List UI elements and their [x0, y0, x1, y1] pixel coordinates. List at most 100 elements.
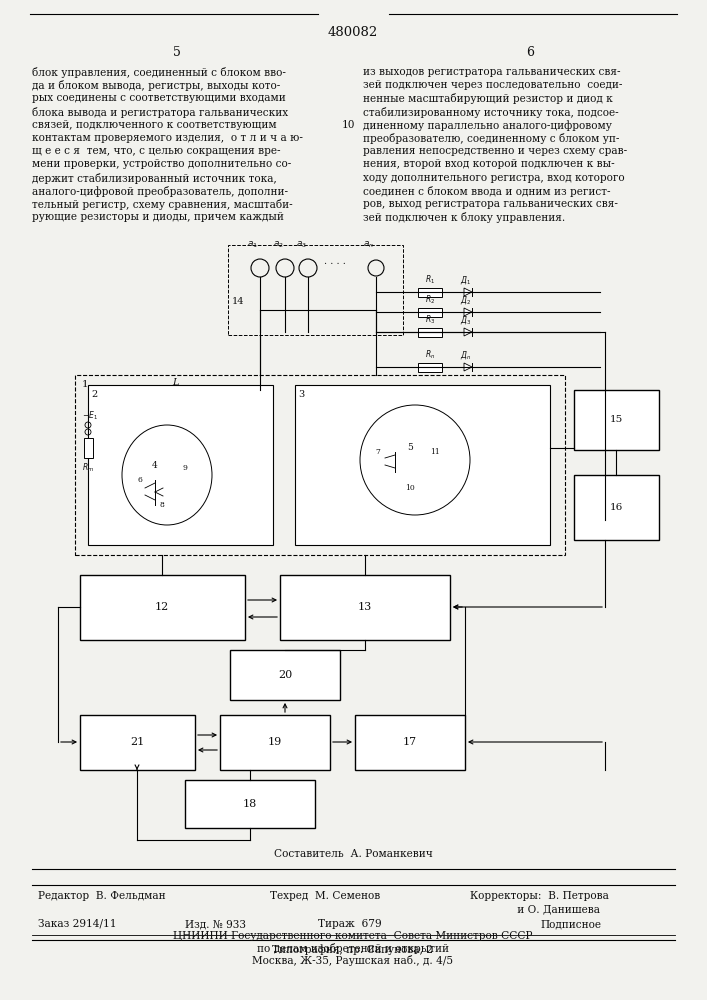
Text: соединен с блоком ввода и одним из регист-: соединен с блоком ввода и одним из регис… [363, 186, 611, 197]
Text: зей подключен к блоку управления.: зей подключен к блоку управления. [363, 212, 566, 223]
Text: 6: 6 [526, 46, 534, 59]
Bar [280, 575, 450, 640]
Bar [295, 385, 550, 545]
Bar [228, 245, 403, 335]
Text: нения, второй вход которой подключен к вы-: нения, второй вход которой подключен к в… [363, 159, 614, 169]
Text: 21: 21 [130, 737, 144, 747]
Text: 8: 8 [160, 501, 165, 509]
Text: Заказ 2914/11: Заказ 2914/11 [38, 919, 117, 929]
Bar [574, 390, 659, 450]
Polygon shape [464, 328, 472, 336]
Text: ходу дополнительного регистра, вход которого: ходу дополнительного регистра, вход кото… [363, 173, 624, 183]
Text: 4: 4 [152, 460, 158, 470]
Text: Москва, Ж-35, Раушская наб., д. 4/5: Москва, Ж-35, Раушская наб., д. 4/5 [252, 955, 453, 966]
Text: стабилизированному источнику тока, подсое-: стабилизированному источнику тока, подсо… [363, 107, 619, 118]
Text: по делам изобретений и открытий: по делам изобретений и открытий [257, 943, 449, 954]
Bar [418, 288, 442, 297]
Bar [185, 780, 315, 828]
Text: ЦНИИПИ Государственного комитета  Совета Министров СССР: ЦНИИПИ Государственного комитета Совета … [173, 931, 533, 941]
Bar [355, 715, 465, 770]
Text: L: L [172, 378, 178, 387]
Polygon shape [464, 308, 472, 316]
Text: $Д_n$: $Д_n$ [460, 349, 472, 361]
Text: рующие резисторы и диоды, причем каждый: рующие резисторы и диоды, причем каждый [32, 212, 284, 222]
Text: $R_3$: $R_3$ [425, 314, 435, 326]
Text: тельный регистр, схему сравнения, масштаби-: тельный регистр, схему сравнения, масшта… [32, 199, 293, 210]
Text: 1: 1 [82, 380, 88, 389]
Text: $R_1$: $R_1$ [425, 273, 435, 286]
Text: мени проверки, устройство дополнительно со-: мени проверки, устройство дополнительно … [32, 159, 291, 169]
Text: блок управления, соединенный с блоком вво-: блок управления, соединенный с блоком вв… [32, 67, 286, 78]
Text: $a_2$: $a_2$ [272, 239, 284, 250]
Polygon shape [464, 288, 472, 296]
Text: контактам проверяемого изделия,  о т л и ч а ю-: контактам проверяемого изделия, о т л и … [32, 133, 303, 143]
Text: $-E_1$: $-E_1$ [82, 410, 98, 422]
Text: Составитель  А. Романкевич: Составитель А. Романкевич [274, 849, 433, 859]
Text: Подписное: Подписное [540, 919, 601, 929]
Text: $Д_3$: $Д_3$ [460, 314, 472, 326]
Text: ненные масштабирующий резистор и диод к: ненные масштабирующий резистор и диод к [363, 93, 613, 104]
Text: 18: 18 [243, 799, 257, 809]
Text: 19: 19 [268, 737, 282, 747]
Text: 2: 2 [91, 390, 98, 399]
Text: 10: 10 [405, 484, 415, 492]
Text: 12: 12 [155, 602, 169, 612]
Text: из выходов регистратора гальванических свя-: из выходов регистратора гальванических с… [363, 67, 621, 77]
Text: блока вывода и регистратора гальванических: блока вывода и регистратора гальваническ… [32, 107, 288, 118]
Text: $a_3$: $a_3$ [296, 239, 307, 250]
Bar [75, 375, 565, 555]
Text: 11: 11 [430, 448, 440, 456]
Text: $R_2$: $R_2$ [425, 294, 435, 306]
Text: $Д_1$: $Д_1$ [460, 274, 472, 286]
Text: аналого-цифровой преобразователь, дополни-: аналого-цифровой преобразователь, дополн… [32, 186, 288, 197]
Text: Техред  М. Семенов: Техред М. Семенов [270, 891, 380, 901]
Text: 17: 17 [403, 737, 417, 747]
Text: Типография, пр. Сапунова, 2: Типография, пр. Сапунова, 2 [272, 944, 433, 955]
Bar [418, 363, 442, 372]
Text: 15: 15 [609, 416, 623, 424]
Ellipse shape [360, 405, 470, 515]
Bar [220, 715, 330, 770]
Text: 7: 7 [375, 448, 380, 456]
Text: зей подключен через последовательно  соеди-: зей подключен через последовательно соед… [363, 80, 622, 90]
Text: $R_m$: $R_m$ [82, 462, 94, 475]
Bar [574, 475, 659, 540]
Bar [84, 438, 93, 458]
Text: 14: 14 [232, 298, 244, 306]
Text: и О. Данишева: и О. Данишева [470, 904, 600, 914]
Text: 9: 9 [182, 464, 187, 472]
Bar [80, 715, 195, 770]
Text: . . . .: . . . . [324, 256, 346, 265]
Text: 5: 5 [173, 46, 181, 59]
Text: равления непосредственно и через схему срав-: равления непосредственно и через схему с… [363, 146, 627, 156]
Bar [418, 308, 442, 317]
Text: связей, подключенного к соответствующим: связей, подключенного к соответствующим [32, 120, 276, 130]
Text: 13: 13 [358, 602, 372, 612]
Bar [80, 575, 245, 640]
Text: рых соединены с соответствующими входами: рых соединены с соответствующими входами [32, 93, 286, 103]
Text: Редактор  В. Фельдман: Редактор В. Фельдман [38, 891, 165, 901]
Text: 6: 6 [138, 476, 142, 484]
Text: щ е е с я  тем, что, с целью сокращения вре-: щ е е с я тем, что, с целью сокращения в… [32, 146, 281, 156]
Text: $a_1$: $a_1$ [247, 239, 259, 250]
Text: 3: 3 [298, 390, 304, 399]
Text: Изд. № 933: Изд. № 933 [185, 919, 246, 929]
Text: 5: 5 [407, 444, 413, 452]
Polygon shape [464, 363, 472, 371]
Text: 480082: 480082 [328, 26, 378, 39]
Text: $R_n$: $R_n$ [425, 349, 436, 361]
Bar [88, 385, 273, 545]
Bar [230, 650, 340, 700]
Text: 16: 16 [609, 502, 623, 512]
Text: ров, выход регистратора гальванических свя-: ров, выход регистратора гальванических с… [363, 199, 618, 209]
Bar [418, 328, 442, 337]
Text: $a_n$: $a_n$ [363, 239, 375, 250]
Text: Тираж  679: Тираж 679 [318, 919, 382, 929]
Text: диненному параллельно аналого-цифровому: диненному параллельно аналого-цифровому [363, 120, 612, 131]
Text: держит стабилизированный источник тока,: держит стабилизированный источник тока, [32, 173, 276, 184]
Text: да и блоком вывода, регистры, выходы кото-: да и блоком вывода, регистры, выходы кот… [32, 80, 280, 91]
Ellipse shape [122, 425, 212, 525]
Text: Корректоры:  В. Петрова: Корректоры: В. Петрова [470, 891, 609, 901]
Text: $Д_2$: $Д_2$ [460, 294, 472, 306]
Text: 20: 20 [278, 670, 292, 680]
